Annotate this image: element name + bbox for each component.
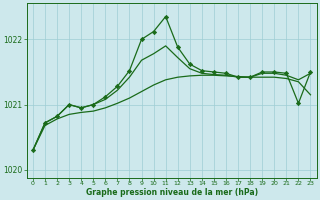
- X-axis label: Graphe pression niveau de la mer (hPa): Graphe pression niveau de la mer (hPa): [86, 188, 258, 197]
